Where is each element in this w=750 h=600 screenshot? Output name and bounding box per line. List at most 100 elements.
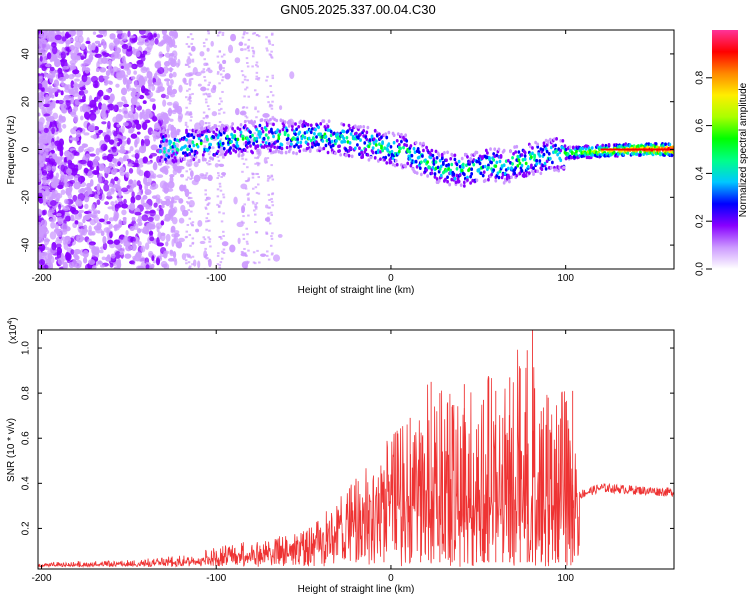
spectrogram-ridge-cell	[436, 165, 440, 170]
spectrogram-ridge-cell	[425, 168, 428, 172]
spectrogram-ridge-cell	[612, 150, 616, 155]
spectrogram-noise-cell	[187, 202, 190, 205]
spectrogram-ridge-cell	[278, 132, 282, 136]
spectrogram-ridge-cell	[475, 159, 479, 164]
spectrogram-noise-cell	[177, 58, 181, 67]
spectrogram-noise-cell	[83, 167, 89, 174]
spectrogram-ridge-cell	[449, 168, 453, 173]
spectrogram-noise-cell	[38, 146, 42, 154]
spectrogram-ridge-cell	[481, 173, 485, 178]
spectrogram-noise-cell	[55, 156, 63, 161]
spectrogram-noise-cell	[189, 256, 192, 259]
spectrogram-noise-cell	[153, 161, 158, 171]
spectrogram-noise-cell	[108, 59, 112, 66]
spectrogram-noise-cell	[88, 153, 96, 157]
spectrogram-noise-cell	[204, 174, 208, 177]
spectrogram-ridge-cell	[231, 122, 235, 126]
spectrogram-noise-cell	[66, 168, 73, 175]
spectrogram-noise-cell	[221, 153, 224, 156]
spectrogram-ridge-cell	[170, 131, 174, 136]
spectrogram-noise-cell	[153, 72, 158, 79]
spectrogram-ridge-cell	[200, 130, 204, 135]
spectrogram-ridge-cell	[161, 159, 164, 164]
spectrogram-noise-cell	[48, 158, 56, 165]
spectrogram-noise-cell	[147, 78, 153, 85]
spectrogram-noise-cell	[100, 230, 105, 237]
spectrogram-ridge-cell	[158, 158, 162, 163]
spectrogram-noise-cell	[189, 178, 192, 181]
spectrogram-noise-cell	[202, 140, 206, 143]
spectrogram-noise-cell	[211, 146, 215, 150]
spectrogram-x-axis-label: Height of straight line (km)	[298, 285, 415, 296]
spectrogram-noise-cell	[241, 210, 244, 213]
spectrogram-ridge-cell	[229, 151, 232, 155]
spectrogram-ridge-cell	[324, 143, 328, 148]
spectrogram-noise-cell	[134, 153, 140, 160]
spectrogram-noise-cell	[200, 70, 206, 74]
spectrogram-noise-cell	[251, 65, 254, 68]
spectrogram-noise-cell	[42, 156, 46, 163]
spectrogram-noise-cell	[122, 155, 127, 162]
spectrogram-noise-cell	[64, 236, 71, 245]
spectrogram-noise-cell	[58, 76, 67, 82]
spectrogram-ridge-cell	[192, 157, 196, 162]
spectrogram-noise-cell	[161, 30, 167, 36]
spectrogram-ridge-cell	[503, 171, 507, 176]
spectrogram-noise-cell	[74, 35, 80, 43]
spectrogram-ridge-cell	[541, 147, 545, 152]
spectrogram-noise-cell	[131, 191, 135, 198]
spectrogram-noise-cell	[154, 122, 160, 131]
spectrogram-x-tick-label: 100	[557, 273, 574, 284]
spectrogram-ridge-cell	[617, 152, 620, 157]
spectrogram-noise-cell	[256, 110, 260, 113]
spectrogram-noise-cell	[38, 243, 46, 252]
spectrogram-noise-cell	[218, 185, 222, 188]
spectrogram-ridge-cell	[259, 131, 263, 136]
spectrogram-ridge-cell	[361, 153, 365, 157]
spectrogram-ridge-cell	[241, 134, 245, 139]
spectrogram-noise-cell	[57, 184, 64, 190]
spectrogram-noise-cell	[96, 210, 101, 215]
spectrogram-noise-cell	[89, 99, 97, 108]
spectrogram-noise-cell	[74, 72, 82, 78]
spectrogram-noise-cell	[245, 267, 248, 269]
spectrogram-noise-cell	[114, 47, 122, 54]
spectrogram-ridge-cell	[286, 133, 290, 138]
spectrogram-ridge-cell	[348, 141, 352, 145]
spectrogram-noise-cell	[91, 203, 96, 211]
spectrogram-noise-cell	[158, 208, 164, 217]
spectrogram-noise-cell	[70, 214, 75, 222]
spectrogram-noise-cell	[92, 265, 97, 269]
spectrogram-noise-cell	[98, 75, 105, 83]
spectrogram-noise-cell	[208, 238, 212, 241]
spectrogram-noise-cell	[41, 170, 48, 176]
spectrogram-noise-cell	[255, 61, 259, 64]
spectrogram-ridge-cell	[217, 144, 221, 149]
spectrogram-ridge-cell	[197, 159, 201, 164]
spectrogram-noise-cell	[123, 235, 129, 244]
spectrogram-ridge-cell	[542, 141, 546, 145]
spectrogram-noise-cell	[245, 227, 248, 230]
spectrogram-noise-cell	[227, 44, 234, 54]
spectrogram-noise-cell	[254, 108, 257, 111]
spectrogram-noise-cell	[40, 189, 45, 194]
spectrogram-ridge-cell	[406, 161, 410, 166]
spectrogram-ridge-cell	[438, 158, 442, 163]
spectrogram-ridge-cell	[397, 149, 401, 154]
spectrogram-ridge-cell	[575, 149, 578, 154]
spectrogram-noise-cell	[190, 77, 194, 80]
spectrogram-noise-cell	[266, 157, 270, 160]
spectrogram-noise-cell	[268, 122, 272, 125]
spectrogram-noise-cell	[60, 51, 66, 60]
spectrogram-ridge-cell	[309, 138, 313, 143]
spectrogram-noise-cell	[168, 207, 176, 217]
spectrogram-noise-cell	[134, 80, 138, 88]
spectrogram-noise-cell	[128, 188, 134, 193]
spectrogram-ridge-cell	[226, 149, 229, 153]
spectrogram-noise-cell	[115, 72, 123, 79]
spectrogram-noise-cell	[222, 67, 225, 70]
spectrogram-ridge-cell	[458, 164, 462, 169]
spectrogram-ridge-cell	[487, 165, 490, 170]
spectrogram-noise-cell	[61, 223, 68, 231]
snr-y-tick-label: 0.4	[21, 476, 32, 490]
